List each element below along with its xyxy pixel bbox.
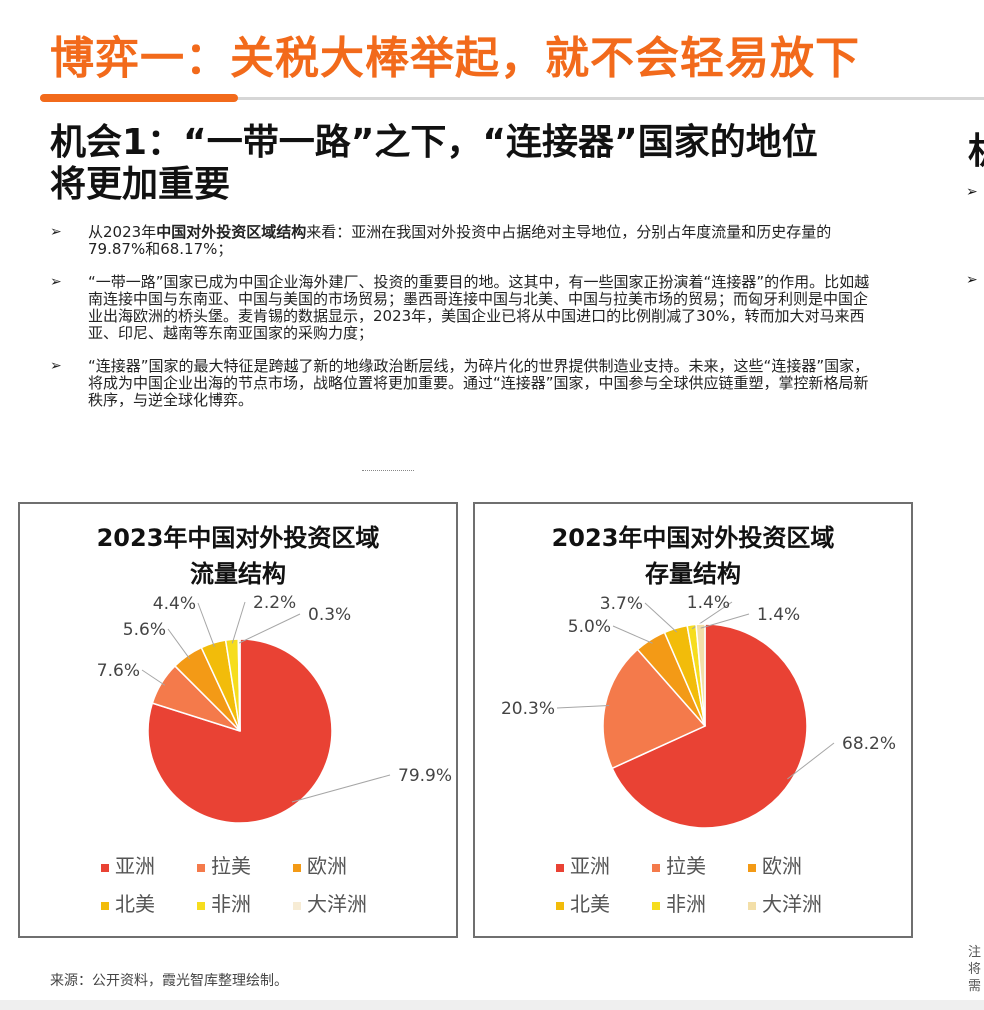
dotted-underline bbox=[362, 470, 414, 471]
bullet-bold-text: 中国对外投资区域结构 bbox=[156, 223, 307, 241]
leader-line bbox=[167, 628, 191, 660]
bottom-bar bbox=[0, 1000, 984, 1010]
legend-swatch bbox=[556, 902, 564, 910]
leader-line bbox=[197, 602, 215, 647]
legend-label: 欧洲 bbox=[762, 854, 802, 878]
chart-title-line: 2023年中国对外投资区域 bbox=[552, 524, 835, 552]
title-accent-bar bbox=[40, 94, 238, 102]
chart-title-line: 存量结构 bbox=[645, 560, 741, 588]
legend-label: 大洋洲 bbox=[762, 892, 822, 916]
pie-slice bbox=[602, 648, 707, 770]
data-label: 20.3% bbox=[501, 699, 555, 719]
legend-label: 北美 bbox=[115, 892, 155, 916]
legend-label: 大洋洲 bbox=[307, 892, 367, 916]
bullet-marker: ➢ bbox=[50, 358, 62, 374]
data-label: 7.6% bbox=[97, 661, 140, 681]
flow-structure-chart-panel: 2023年中国对外投资区域 流量结构 79.9% 7.6% 5.6% 4.4% 2.2% 0.… bbox=[18, 502, 458, 938]
leader-line bbox=[787, 742, 835, 780]
chart-title-line: 2023年中国对外投资区域 bbox=[97, 524, 380, 552]
data-label: 4.4% bbox=[153, 594, 196, 614]
pie-slice bbox=[695, 623, 706, 727]
next-column-bullet-marker: ➢ bbox=[966, 272, 978, 288]
title-divider bbox=[40, 97, 984, 100]
bullet-text: “连接器”国家的最大特征是跨越了新的地缘政治断层线，为碎片化的世界提供制造业支持… bbox=[88, 357, 870, 409]
leader-line bbox=[644, 602, 678, 633]
data-label: 2.2% bbox=[253, 593, 296, 613]
legend-swatch bbox=[652, 902, 660, 910]
bullet-prefix: 从2023年 bbox=[88, 223, 157, 241]
legend-swatch bbox=[101, 902, 109, 910]
bullet-item: ➢ 从2023年中国对外投资区域结构来看：亚洲在我国对外投资中占据绝对主导地位，… bbox=[50, 224, 870, 258]
legend-swatch bbox=[101, 864, 109, 872]
section-title: 机会1：“一带一路”之下，“连接器”国家的地位将更加重要 bbox=[50, 122, 818, 205]
bullet-marker: ➢ bbox=[50, 274, 62, 290]
legend-label: 拉美 bbox=[666, 854, 706, 878]
legend-swatch bbox=[293, 902, 301, 910]
leader-line bbox=[556, 705, 610, 709]
leader-line bbox=[700, 613, 750, 629]
bullet-text: “一带一路”国家已成为中国企业海外建厂、投资的重要目的地。这其中，有一些国家正扮… bbox=[88, 273, 870, 342]
leader-line bbox=[238, 613, 301, 644]
legend-label: 欧洲 bbox=[307, 854, 347, 878]
legend-swatch bbox=[748, 864, 756, 872]
legend-label: 亚洲 bbox=[115, 854, 155, 878]
leader-line bbox=[141, 669, 166, 686]
bullet-list: ➢ 从2023年中国对外投资区域结构来看：亚洲在我国对外投资中占据绝对主导地位，… bbox=[50, 224, 870, 425]
data-label: 1.4% bbox=[757, 605, 800, 625]
bullet-text: 来看：亚洲在我国对外投资中占据绝对主导地位，分别占年度流量和历史存量的79.87… bbox=[88, 223, 832, 258]
legend-label: 非洲 bbox=[211, 892, 251, 916]
next-column-bullet-marker: ➢ bbox=[966, 184, 978, 200]
chart-title-line: 流量结构 bbox=[190, 560, 286, 588]
bullet-marker: ➢ bbox=[50, 224, 62, 240]
legend-swatch bbox=[293, 864, 301, 872]
leader-line bbox=[291, 774, 391, 803]
stock-structure-chart-panel: 2023年中国对外投资区域 存量结构 68.2% 20.3% 5.0% 3.7% 1.4% 1… bbox=[473, 502, 913, 938]
data-label: 5.0% bbox=[568, 617, 611, 637]
data-label: 79.9% bbox=[398, 766, 452, 786]
pie-slice bbox=[237, 638, 241, 732]
legend-swatch bbox=[197, 864, 205, 872]
bullet-item: ➢ “一带一路”国家已成为中国企业海外建厂、投资的重要目的地。这其中，有一些国家… bbox=[50, 274, 870, 342]
legend-swatch bbox=[652, 864, 660, 872]
legend-label: 非洲 bbox=[666, 892, 706, 916]
data-label: 5.6% bbox=[123, 620, 166, 640]
page-title: 博弈一：关税大棒举起，就不会轻易放下 bbox=[50, 33, 860, 84]
next-column-title-fragment: 机 bbox=[968, 122, 984, 174]
source-note: 来源：公开资料，霞光智库整理绘制。 bbox=[50, 973, 288, 989]
data-label: 3.7% bbox=[600, 594, 643, 614]
legend-label: 北美 bbox=[570, 892, 610, 916]
data-label: 1.4% bbox=[687, 593, 730, 613]
data-label: 68.2% bbox=[842, 734, 896, 754]
bullet-item: ➢ “连接器”国家的最大特征是跨越了新的地缘政治断层线，为碎片化的世界提供制造业… bbox=[50, 358, 870, 409]
legend-swatch bbox=[197, 902, 205, 910]
legend-swatch bbox=[748, 902, 756, 910]
legend-label: 拉美 bbox=[211, 854, 251, 878]
pie-slice bbox=[611, 623, 808, 829]
side-note-fragment: 注将需 bbox=[968, 945, 982, 994]
legend-swatch bbox=[556, 864, 564, 872]
legend-label: 亚洲 bbox=[570, 854, 610, 878]
leader-line bbox=[612, 625, 653, 644]
data-label: 0.3% bbox=[308, 605, 351, 625]
leader-line bbox=[231, 601, 246, 644]
